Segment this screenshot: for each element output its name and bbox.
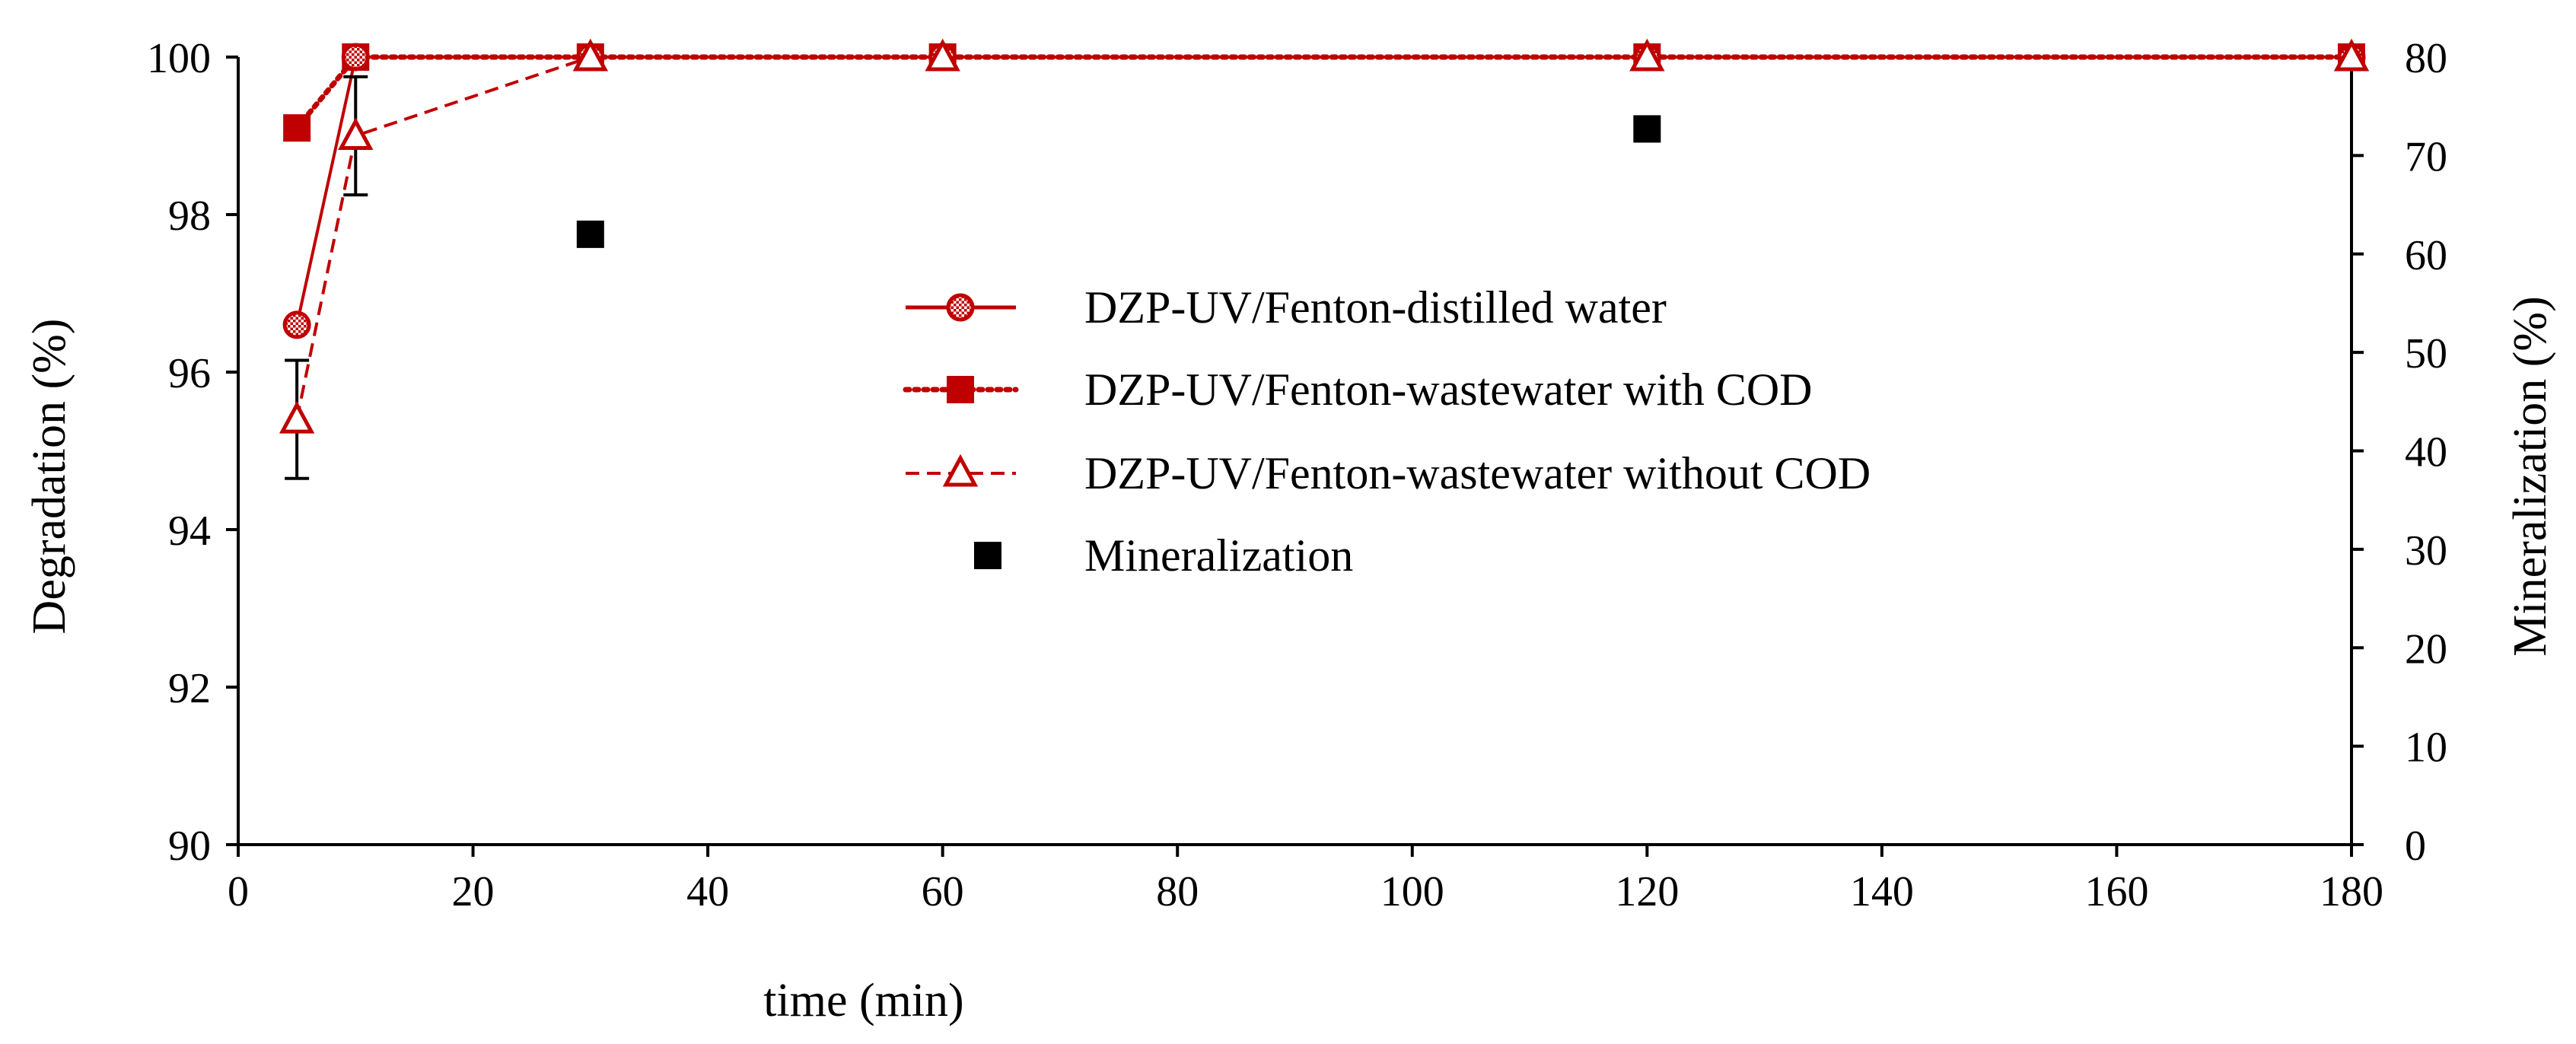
y-right-tick-label: 10: [2405, 724, 2447, 772]
x-tick-label: 60: [922, 868, 964, 915]
y-left-tick-label: 100: [147, 35, 211, 82]
x-tick-label: 120: [1615, 868, 1679, 915]
data-point-wastewater-without-cod: [925, 38, 960, 72]
data-point-wastewater-without-cod: [279, 400, 315, 434]
legend-marker-wastewater-without-cod: [942, 454, 979, 487]
series-line-wastewater-without-cod: [295, 56, 2352, 420]
y-right-tick-label: 50: [2405, 330, 2447, 377]
y-left-tick-label: 94: [168, 508, 211, 555]
data-point-wastewater-without-cod: [2333, 38, 2370, 72]
legend-item-distilled-water: DZP-UV/Fenton-distilled water: [906, 282, 1667, 333]
data-point-wastewater-without-cod: [572, 38, 609, 72]
y-right-tick-label: 30: [2405, 527, 2447, 575]
data-point-mineralization: [1633, 115, 1661, 143]
y-right-tick-label: 70: [2405, 133, 2447, 180]
legend-label-wastewater-without-cod: DZP-UV/Fenton-wastewater without COD: [1084, 448, 1871, 498]
y-left-tick-label: 98: [168, 193, 211, 240]
x-tick-label: 20: [452, 868, 495, 915]
x-tick-label: 0: [228, 868, 249, 915]
data-point-distilled-water: [341, 43, 370, 72]
x-tick-label: 180: [2320, 868, 2383, 915]
legend-item-wastewater-without-cod: DZP-UV/Fenton-wastewater without COD: [906, 448, 1871, 498]
x-tick-label: 100: [1380, 868, 1444, 915]
y-right-tick-label: 40: [2405, 429, 2447, 476]
legend-label-distilled-water: DZP-UV/Fenton-distilled water: [1084, 282, 1667, 333]
x-tick-label: 140: [1850, 868, 1914, 915]
y-left-tick-label: 92: [168, 665, 211, 712]
x-tick-label: 40: [686, 868, 729, 915]
y-right-tick-label: 0: [2405, 823, 2426, 870]
data-point-wastewater-without-cod: [1629, 38, 1665, 72]
data-point-mineralization: [576, 220, 604, 248]
legend-marker-mineralization: [974, 542, 1001, 569]
legend: DZP-UV/Fenton-distilled water DZP-UV/Fen…: [903, 282, 1871, 581]
legend-marker-distilled-water: [946, 293, 975, 322]
legend-item-mineralization: Mineralization: [974, 530, 1353, 581]
data-point-wastewater-without-cod: [338, 117, 374, 150]
x-tick-label: 80: [1156, 868, 1199, 915]
data-point-wastewater-with-cod: [283, 114, 311, 142]
y-right-tick-label: 80: [2405, 35, 2447, 82]
y-right-tick-label: 20: [2405, 625, 2447, 673]
y-axis-right-label: Mineralization (%): [2504, 296, 2556, 656]
legend-label-mineralization: Mineralization: [1084, 530, 1353, 581]
axis-ticks: [226, 56, 2364, 857]
axis-tick-labels: 0 20 40 60 80 100 120 140 160 180 90 92 94 96 98 100 0 10…: [147, 35, 2447, 915]
legend-marker-wastewater-with-cod: [947, 376, 974, 403]
series-markers: [279, 38, 2370, 434]
x-axis-label: time (min): [763, 975, 963, 1026]
y-axis-left-label: Degradation (%): [24, 319, 75, 635]
y-left-tick-label: 90: [168, 823, 211, 870]
y-left-tick-label: 96: [168, 350, 211, 397]
legend-item-wastewater-with-cod: DZP-UV/Fenton-wastewater with COD: [903, 364, 1813, 415]
y-right-tick-label: 60: [2405, 232, 2447, 279]
x-tick-label: 160: [2084, 868, 2148, 915]
data-point-distilled-water: [282, 310, 311, 339]
legend-label-wastewater-with-cod: DZP-UV/Fenton-wastewater with COD: [1084, 364, 1813, 415]
